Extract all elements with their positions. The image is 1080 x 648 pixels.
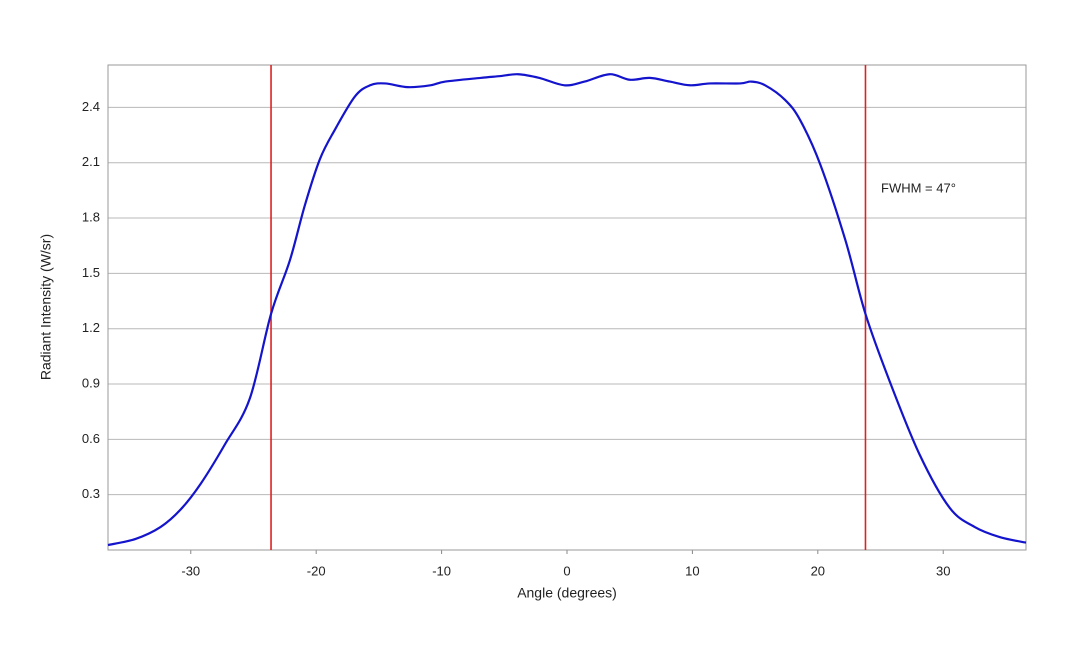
x-tick-label: 20 xyxy=(811,563,825,578)
annotation: FWHM = 47° xyxy=(881,180,956,195)
y-tick-label: 0.3 xyxy=(82,486,100,501)
x-tick-label: 10 xyxy=(685,563,699,578)
x-axis-label: Angle (degrees) xyxy=(517,585,617,601)
y-tick-label: 0.6 xyxy=(82,431,100,446)
plot-frame xyxy=(107,64,1027,551)
x-tick-label: -20 xyxy=(307,563,326,578)
y-tick-label: 1.8 xyxy=(82,209,100,224)
y-tick-label: 2.1 xyxy=(82,154,100,169)
x-tick-label: -30 xyxy=(181,563,200,578)
y-tick-label: 0.9 xyxy=(82,375,100,390)
x-tick-label: 30 xyxy=(936,563,950,578)
x-tick-label: -10 xyxy=(432,563,451,578)
y-tick-label: 2.4 xyxy=(82,99,100,114)
y-axis-label: Radiant Intensity (W/sr) xyxy=(38,234,54,380)
y-tick-label: 1.5 xyxy=(82,265,100,280)
y-tick-label: 1.2 xyxy=(82,320,100,335)
data-line xyxy=(107,73,1027,547)
x-tick-label: 0 xyxy=(563,563,570,578)
